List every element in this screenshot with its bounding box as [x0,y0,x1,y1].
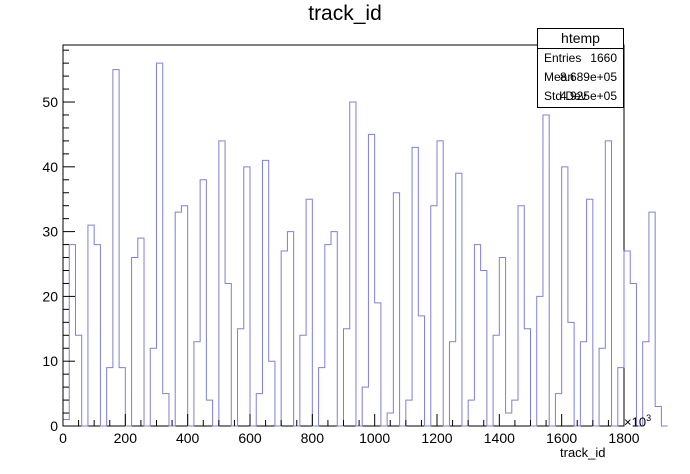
stats-box-title: htemp [538,29,623,49]
x-axis-label: track_id [560,445,606,460]
chart-title: track_id [308,2,382,25]
x-tick-label: 1200 [421,430,452,446]
stats-row-mean: Mean 8.689e+05 [538,68,623,87]
stats-row-stddev: Std Dev 4.925e+05 [538,87,623,106]
y-tick-label: 30 [42,224,58,240]
x-tick-label: 1000 [359,430,390,446]
histogram-series [62,62,668,427]
stats-value: 4.925e+05 [559,89,617,103]
stats-label: Mean [544,70,575,84]
x-tick-label: 1400 [484,430,515,446]
x-tick-label: 0 [59,430,67,446]
x-tick-label: 800 [301,430,325,446]
y-tick-label: 20 [42,288,58,304]
y-tick-label: 0 [50,418,58,434]
y-tick-label: 50 [42,94,58,110]
stats-label: Entries [544,51,582,65]
x-tick-label: 200 [114,430,138,446]
x-exponent-base: ×10 [624,414,647,430]
stats-box: htemp Entries 1660 Mean 8.689e+05 Std De… [537,28,624,108]
y-tick-label: 10 [42,353,58,369]
x-tick-label: 1600 [546,430,577,446]
stats-value: 8.689e+05 [559,70,617,84]
stats-label: Std Dev [544,89,587,103]
x-tick-label: 600 [238,430,262,446]
stats-value: 1660 [590,51,617,65]
x-tick-label: 400 [176,430,200,446]
x-exponent-power: 3 [646,413,652,423]
y-tick-label: 40 [42,159,58,175]
x-tick-label: 1800 [608,430,639,446]
stats-row-entries: Entries 1660 [538,49,623,68]
x-axis-exponent: ×103 [624,413,651,429]
